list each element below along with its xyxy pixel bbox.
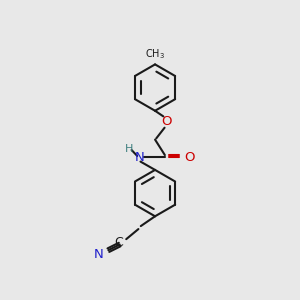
Text: C: C (114, 236, 123, 249)
Text: H: H (125, 143, 134, 154)
Text: O: O (161, 115, 172, 128)
Text: CH$_3$: CH$_3$ (145, 48, 165, 62)
Text: N: N (135, 151, 145, 164)
Text: N: N (94, 248, 103, 260)
Text: O: O (184, 151, 195, 164)
